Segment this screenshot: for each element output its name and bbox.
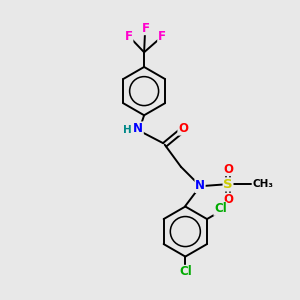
Text: O: O	[223, 193, 233, 206]
Text: N: N	[133, 122, 143, 135]
Text: CH₃: CH₃	[253, 179, 274, 190]
Text: S: S	[223, 178, 233, 191]
Text: H: H	[123, 125, 131, 135]
Text: O: O	[178, 122, 188, 135]
Text: F: F	[142, 22, 150, 34]
Text: F: F	[125, 30, 133, 44]
Text: N: N	[195, 179, 205, 192]
Text: Cl: Cl	[214, 202, 227, 215]
Text: O: O	[223, 163, 233, 176]
Text: Cl: Cl	[179, 266, 192, 278]
Text: F: F	[158, 30, 166, 44]
